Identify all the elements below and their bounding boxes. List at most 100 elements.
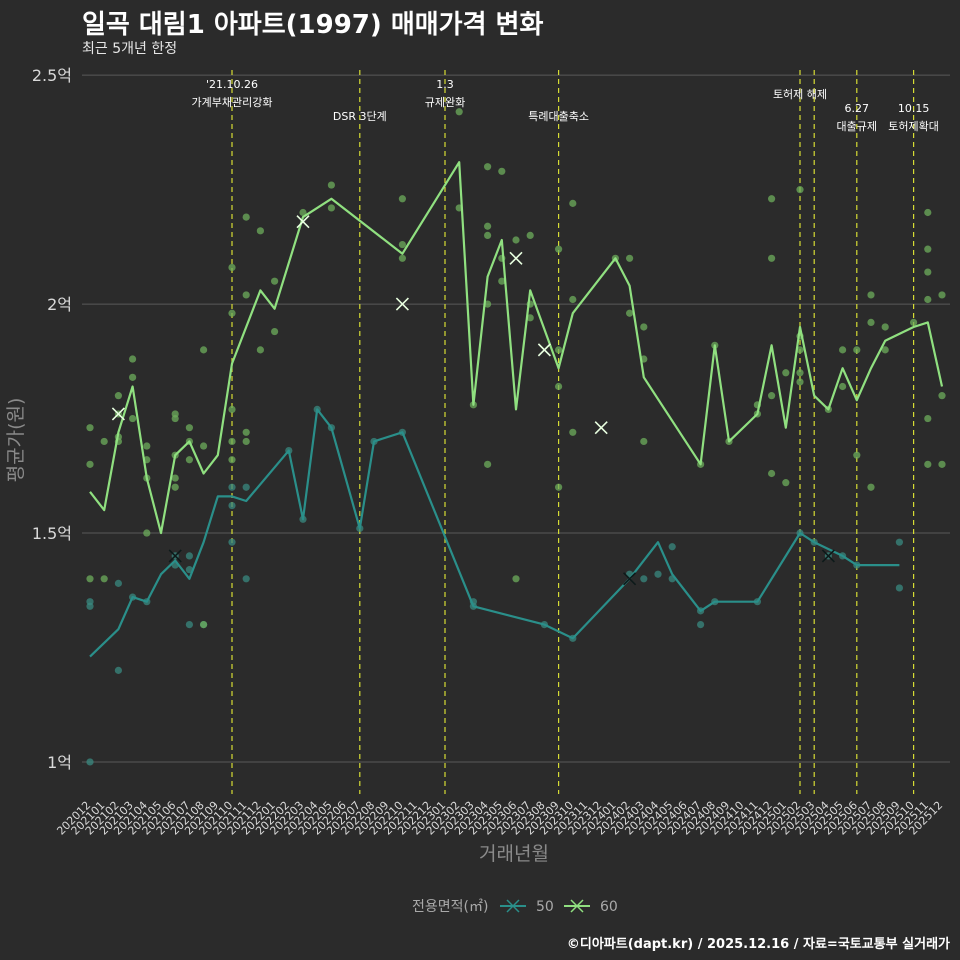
data-point-60 bbox=[200, 620, 208, 629]
data-point-60 bbox=[796, 369, 804, 377]
event-label-date: 1.3 bbox=[436, 78, 454, 91]
data-point-60 bbox=[796, 346, 804, 354]
series-lines bbox=[89, 161, 944, 658]
event-label-text: 규제완화 bbox=[425, 96, 465, 109]
event-label-date: '21.10.26 bbox=[206, 78, 258, 91]
data-point-60 bbox=[867, 291, 875, 299]
legend-cross-50 bbox=[506, 899, 520, 913]
y-tick-label: 1억 bbox=[47, 753, 72, 772]
series-line-60 bbox=[89, 161, 944, 535]
event-label-text: 특례대출축소 bbox=[528, 110, 589, 123]
data-point-60 bbox=[271, 277, 279, 285]
data-points bbox=[86, 108, 946, 766]
cross-marker-60 bbox=[537, 343, 551, 357]
y-tick-label: 2억 bbox=[47, 295, 72, 314]
data-point-60 bbox=[398, 195, 406, 203]
data-point-60 bbox=[881, 346, 889, 354]
data-point-60 bbox=[484, 222, 492, 230]
cross-marker-60 bbox=[594, 421, 608, 435]
data-point-60 bbox=[924, 245, 932, 253]
data-point-60 bbox=[171, 414, 179, 423]
data-point-60 bbox=[569, 428, 577, 436]
data-point-50 bbox=[228, 538, 236, 546]
data-point-60 bbox=[242, 437, 250, 446]
data-point-50 bbox=[86, 602, 94, 610]
data-point-60 bbox=[526, 231, 534, 240]
data-point-60 bbox=[228, 263, 236, 272]
event-label-text: 토허제 해제 bbox=[773, 87, 827, 101]
data-point-60 bbox=[924, 414, 932, 423]
data-point-60 bbox=[398, 254, 406, 262]
data-point-60 bbox=[242, 428, 250, 436]
data-point-50 bbox=[895, 584, 904, 592]
data-point-60 bbox=[626, 309, 634, 317]
data-point-60 bbox=[768, 469, 776, 478]
data-point-60 bbox=[143, 529, 151, 537]
data-point-60 bbox=[114, 392, 122, 400]
data-point-60 bbox=[839, 346, 847, 354]
cross-marker-60 bbox=[509, 251, 523, 265]
event-label-text: 가계부채관리강화 bbox=[192, 96, 273, 109]
data-point-60 bbox=[200, 346, 208, 354]
x-axis-title: 거래년월 bbox=[479, 843, 549, 865]
data-point-60 bbox=[526, 314, 534, 322]
data-point-60 bbox=[796, 378, 804, 386]
data-point-60 bbox=[228, 437, 236, 446]
data-point-50 bbox=[668, 543, 676, 551]
data-point-60 bbox=[796, 186, 804, 194]
data-point-60 bbox=[910, 318, 918, 327]
data-point-50 bbox=[640, 575, 648, 583]
legend: 전용면적(㎡) 50 60 bbox=[412, 899, 618, 915]
data-point-60 bbox=[555, 346, 563, 354]
y-axis-title: 평균가(원) bbox=[5, 398, 27, 483]
data-point-60 bbox=[512, 236, 520, 244]
data-point-60 bbox=[938, 460, 946, 468]
data-point-60 bbox=[555, 382, 563, 391]
data-point-60 bbox=[938, 291, 946, 299]
data-point-60 bbox=[256, 227, 264, 235]
y-tick-labels: 1억 1.5억 2억 2.5억 bbox=[32, 66, 72, 772]
cross-marker-60 bbox=[296, 215, 310, 229]
data-point-50 bbox=[242, 483, 250, 491]
data-point-60 bbox=[768, 392, 776, 400]
data-point-60 bbox=[569, 199, 577, 207]
data-point-60 bbox=[498, 277, 506, 285]
data-point-60 bbox=[86, 424, 94, 432]
data-point-50 bbox=[654, 570, 662, 578]
data-point-60 bbox=[924, 295, 932, 304]
data-point-60 bbox=[881, 323, 889, 331]
data-point-60 bbox=[327, 204, 335, 212]
legend-label-50: 50 bbox=[536, 899, 554, 915]
data-point-60 bbox=[100, 437, 108, 446]
event-label-date: 10.15 bbox=[898, 102, 930, 115]
data-point-60 bbox=[129, 355, 137, 363]
data-point-60 bbox=[484, 460, 492, 468]
data-point-60 bbox=[555, 245, 563, 253]
legend-title: 전용면적(㎡) bbox=[412, 899, 488, 915]
data-point-60 bbox=[768, 195, 776, 203]
data-point-60 bbox=[143, 442, 151, 450]
series-line-50 bbox=[89, 408, 900, 658]
data-point-60 bbox=[924, 460, 932, 468]
data-point-60 bbox=[271, 327, 279, 336]
legend-item-50: 50 bbox=[500, 899, 554, 915]
event-label-date: 6.27 bbox=[845, 102, 870, 115]
data-point-60 bbox=[185, 456, 193, 464]
data-point-60 bbox=[228, 405, 236, 413]
data-point-60 bbox=[782, 369, 790, 377]
data-point-60 bbox=[768, 254, 776, 262]
data-point-50 bbox=[895, 538, 904, 546]
legend-label-60: 60 bbox=[600, 899, 618, 915]
data-point-60 bbox=[86, 460, 94, 468]
data-point-60 bbox=[242, 291, 250, 299]
y-tick-label: 1.5억 bbox=[32, 524, 72, 543]
data-point-60 bbox=[242, 213, 250, 221]
data-point-50 bbox=[697, 620, 705, 629]
cross-marker-60 bbox=[111, 407, 125, 421]
data-point-50 bbox=[114, 579, 122, 587]
data-point-60 bbox=[484, 163, 492, 171]
data-point-60 bbox=[569, 295, 577, 304]
y-tick-label: 2.5억 bbox=[32, 66, 72, 85]
